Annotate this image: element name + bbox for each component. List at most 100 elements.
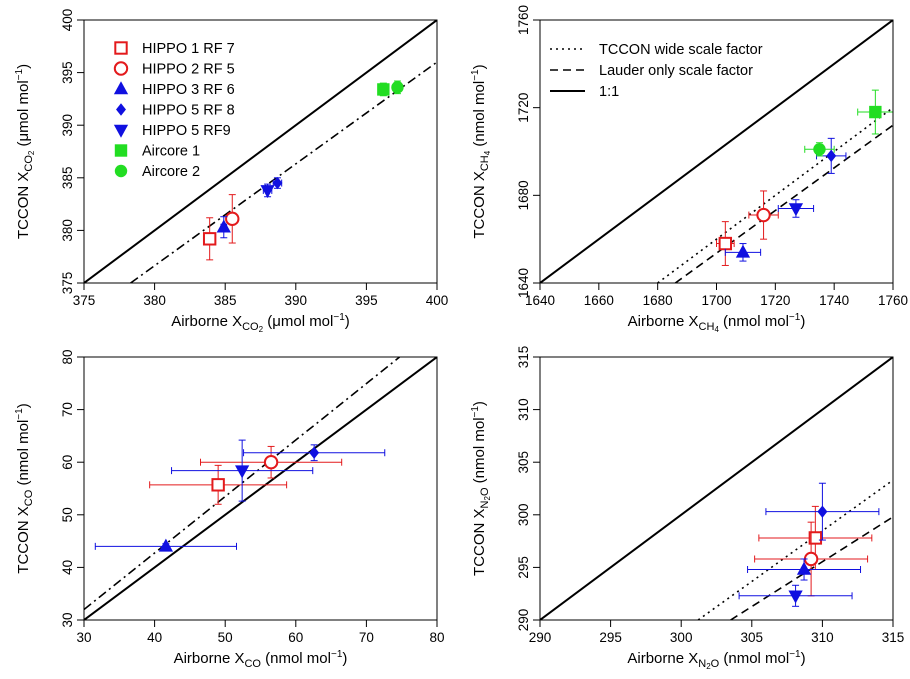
panel-co: 30 40 50 60 70 80 30 40 50 60 70 80 Airborne XCO (nm… (14, 349, 445, 670)
n2o-line-dotted (697, 479, 893, 620)
co2-marker-6 (391, 81, 404, 94)
ch4-marker-5 (869, 105, 882, 119)
n2o-ytick-label: 315 (516, 346, 531, 369)
n2o-y-axis-title: TCCON XN2O (nmol mol−1) (470, 401, 492, 576)
co-xtick-label: 80 (429, 630, 444, 645)
ch4-marker-1 (756, 207, 771, 223)
co2-ytick-label: 400 (60, 9, 75, 32)
co2-line-solid (84, 20, 437, 283)
ch4-x-axis-title: Airborne XCH4 (nmol mol−1) (628, 312, 806, 334)
co-x-axis-title: Airborne XCO (nmol mol−1) (174, 649, 348, 670)
n2o-point-1 (754, 521, 869, 597)
co2-ytick-label: 385 (60, 167, 75, 190)
co-line-solid (84, 357, 437, 620)
co2-xtick-label: 395 (355, 293, 378, 308)
legend-item-1: HIPPO 2 RF 5 (142, 62, 235, 78)
co2-x-axis-title: Airborne XCO2 (μmol mol−1) (171, 312, 350, 334)
co2-ytick-label: 375 (60, 272, 75, 295)
ch4-point-0 (716, 221, 735, 266)
n2o-line-solid (540, 357, 893, 620)
co2-xtick-label: 375 (73, 293, 96, 308)
co2-line-dashdot (130, 61, 437, 283)
co-xtick-label: 30 (76, 630, 91, 645)
co-point-0 (149, 464, 288, 505)
n2o-line-dashed (730, 516, 893, 620)
n2o-xtick-label: 315 (882, 630, 905, 645)
n2o-x-axis-title: Airborne XN2O (nmol mol−1) (627, 649, 805, 671)
n2o-marker-4 (788, 590, 803, 604)
co-ytick-label: 60 (60, 455, 75, 470)
n2o-ytick-label: 300 (516, 504, 531, 527)
legend-marker-4 (113, 124, 129, 138)
co2-marker-3 (272, 176, 283, 190)
n2o-xtick-label: 300 (670, 630, 693, 645)
panel-co2: 375 380 385 390 395 400 375 380 385 390 395 400 Airb… (14, 9, 448, 334)
co-marker-4 (235, 465, 250, 479)
co2-marker-2 (216, 219, 231, 233)
co2-ytick-label: 390 (60, 114, 75, 137)
legend-marker-2 (113, 81, 129, 95)
ch4-point-5 (857, 89, 894, 135)
co-marker-1 (263, 455, 279, 470)
co-line-dashdot (84, 357, 401, 611)
legend-marker-0 (114, 41, 128, 55)
legend-item-0: HIPPO 1 RF 7 (142, 41, 235, 57)
legend-item-6: Aircore 2 (142, 164, 200, 180)
co-ytick-label: 30 (60, 612, 75, 627)
ch4-xtick-label: 1700 (701, 293, 731, 308)
co2-ytick-label: 395 (60, 61, 75, 84)
co-ytick-label: 50 (60, 507, 75, 522)
ch4-ytick-label: 1680 (516, 180, 531, 210)
co-xtick-label: 50 (218, 630, 233, 645)
n2o-marker-0 (808, 531, 823, 545)
ch4-point-2 (724, 243, 762, 262)
ch4-marker-4 (788, 203, 804, 217)
co-point-2 (94, 538, 237, 552)
legend-label: TCCON wide scale factor (599, 42, 763, 58)
n2o-xtick-label: 305 (741, 630, 764, 645)
co2-ytick-label: 380 (60, 219, 75, 242)
co-ytick-label: 40 (60, 560, 75, 575)
n2o-xtick-label: 310 (811, 630, 834, 645)
co2-xtick-label: 390 (285, 293, 308, 308)
co2-plot-frame (83, 19, 438, 284)
co-xtick-label: 60 (288, 630, 303, 645)
co-point-4 (171, 439, 314, 502)
n2o-ytick-label: 295 (516, 556, 531, 579)
ch4-marker-3 (826, 149, 837, 163)
co-marker-2 (158, 538, 174, 552)
ch4-ytick-label: 1720 (516, 93, 531, 123)
co2-marker-4 (260, 185, 275, 199)
ch4-line-legend: TCCON wide scale factor Lauder only scale… (550, 42, 763, 100)
co2-point-0 (202, 217, 217, 261)
co2-point-5 (377, 82, 390, 97)
legend-item-4: HIPPO 5 RF9 (142, 123, 231, 139)
co-marker-0 (211, 478, 225, 492)
ch4-xtick-label: 1740 (819, 293, 849, 308)
co-ytick-label: 70 (60, 402, 75, 417)
ch4-marker-6 (813, 143, 826, 156)
legend-marker-1 (113, 61, 129, 76)
ch4-line-solid (540, 20, 893, 283)
legend-marker-5 (114, 144, 128, 157)
co2-xtick-label: 385 (214, 293, 237, 308)
ch4-marker-0 (718, 236, 733, 251)
legend-label: Lauder only scale factor (599, 63, 753, 79)
ch4-point-4 (777, 199, 815, 218)
co2-point-6 (391, 80, 404, 95)
n2o-ytick-label: 305 (516, 451, 531, 474)
co-point-1 (199, 445, 343, 479)
ch4-xtick-label: 1760 (878, 293, 908, 308)
legend-item-3: HIPPO 5 RF 8 (142, 103, 235, 119)
co-ytick-label: 80 (60, 349, 75, 364)
co2-xtick-label: 400 (426, 293, 449, 308)
co-xtick-label: 40 (147, 630, 162, 645)
ch4-point-6 (804, 142, 835, 157)
legend-marker-6 (114, 164, 128, 178)
panel-n2o: 290 295 300 305 310 315 290 295 300 305 310 315 Airb… (470, 346, 904, 671)
n2o-marker-3 (817, 505, 828, 518)
ch4-ytick-label: 1640 (516, 268, 531, 298)
panel-ch4: 1640 1660 1680 1700 1720 1740 1760 1640 1680 1720… (470, 5, 908, 334)
ch4-xtick-label: 1680 (643, 293, 673, 308)
